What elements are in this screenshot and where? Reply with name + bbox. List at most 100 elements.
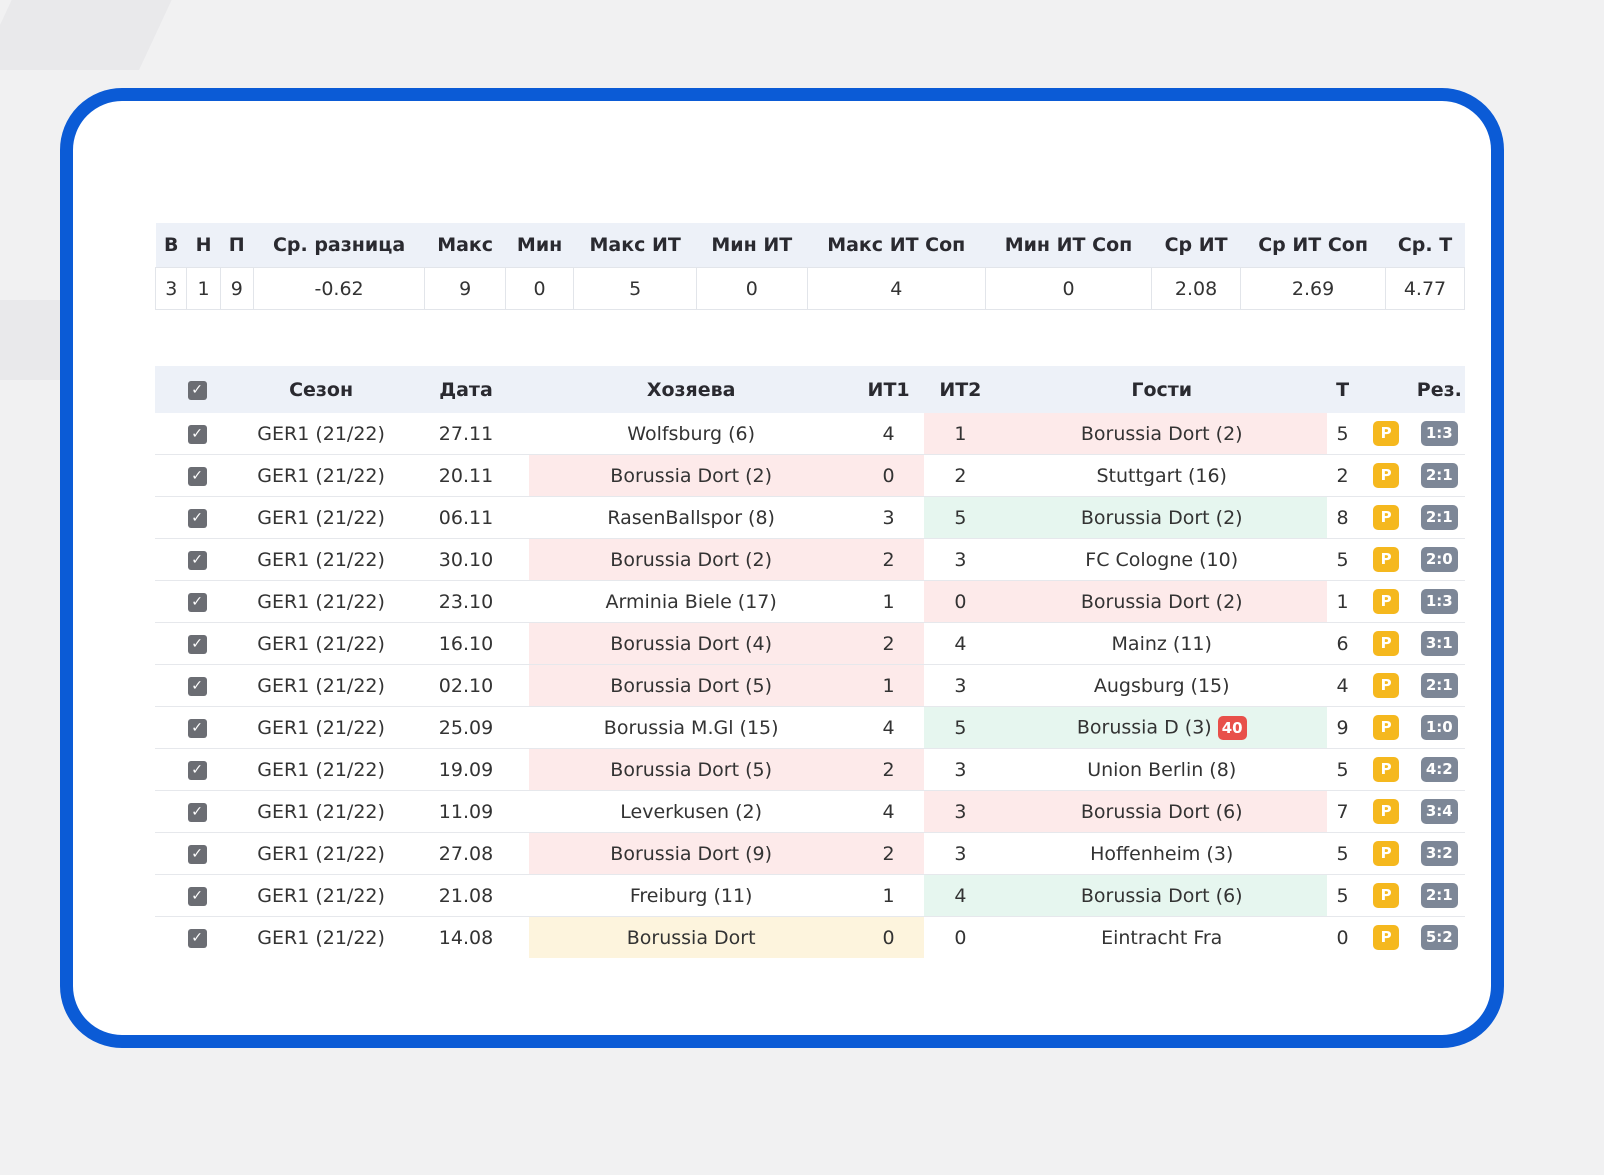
p-badge[interactable]: P [1373,715,1400,740]
total-cell: 6 [1326,622,1359,665]
row-checkbox[interactable]: ✓ [155,413,240,455]
date-cell: 23.10 [403,580,529,623]
result-badge[interactable]: 3:4 [1420,799,1458,824]
p-badge[interactable]: P [1373,589,1400,614]
row-checkbox[interactable]: ✓ [155,496,240,539]
row-checkbox[interactable]: ✓ [155,622,240,665]
row-checkbox[interactable]: ✓ [155,538,240,581]
result-cell: 3:2 [1413,832,1465,875]
home-team-cell: Borussia Dort (2) [528,538,854,581]
p-badge[interactable]: P [1373,925,1400,950]
away-team-name: FC Cologne (10) [1085,548,1239,571]
summary-header-avg-it-opp: Ср ИТ Соп [1240,223,1386,268]
p-badge-cell: P [1358,832,1414,875]
away-team-name: Borussia Dort (2) [1080,506,1243,529]
p-badge-cell: P [1358,413,1414,455]
p-badge[interactable]: P [1373,505,1400,530]
p-badge[interactable]: P [1373,673,1400,698]
away-team-cell: Mainz (11) [996,622,1327,665]
season-cell: GER1 (21/22) [239,874,403,917]
result-badge[interactable]: 5:2 [1420,925,1458,950]
row-checkbox[interactable]: ✓ [155,917,239,959]
row-checkbox[interactable]: ✓ [155,454,240,497]
result-badge[interactable]: 2:1 [1420,463,1458,488]
away-team-cell: Borussia D (3) 40 [996,706,1327,749]
away-team-cell: Union Berlin (8) [996,748,1327,791]
row-checkbox[interactable]: ✓ [155,790,240,833]
checkbox-checked-icon: ✓ [187,802,207,822]
games-body: ✓ GER1 (21/22) 27.11 Wolfsburg (6) 4 1 Borussi… [155,413,1465,958]
result-cell: 1:0 [1413,706,1465,749]
table-row: ✓ GER1 (21/22) 25.09 Borussia M.Gl (15) 4 5 Bo… [155,706,1465,749]
result-badge[interactable]: 1:3 [1420,421,1458,446]
p-badge-cell: P [1359,917,1414,959]
away-team-name: Borussia Dort (2) [1080,590,1243,613]
away-team-name: Stuttgart (16) [1096,464,1227,487]
result-badge[interactable]: 3:1 [1420,631,1458,656]
season-cell: GER1 (21/22) [239,580,403,623]
result-badge[interactable]: 1:0 [1420,715,1458,740]
result-badge[interactable]: 2:1 [1420,673,1458,698]
result-badge[interactable]: 2:1 [1420,505,1458,530]
summary-max-it-opp: 4 [806,267,986,310]
season-cell: GER1 (21/22) [239,622,403,665]
date-cell: 20.11 [403,454,529,497]
checkbox-checked-icon: ✓ [187,928,207,948]
row-checkbox[interactable]: ✓ [155,664,240,707]
table-row: ✓ GER1 (21/22) 19.09 Borussia Dort (5) 2 3 Uni… [155,748,1465,791]
result-cell: 3:4 [1413,790,1465,833]
summary-header-min-it-opp: Мин ИТ Соп [985,223,1152,268]
it2-cell: 3 [923,832,997,875]
table-row: ✓ GER1 (21/22) 16.10 Borussia Dort (4) 2 4 Mai… [155,622,1465,665]
it2-cell: 4 [923,622,997,665]
row-checkbox[interactable]: ✓ [155,874,240,917]
header-result: Рез. [1413,366,1465,413]
total-cell: 5 [1326,832,1359,875]
summary-header-min: Мин [505,223,574,268]
summary-header-max: Макс [424,223,506,268]
result-badge[interactable]: 2:0 [1420,547,1458,572]
it2-cell: 4 [923,874,997,917]
away-team-cell: FC Cologne (10) [996,538,1327,581]
result-badge[interactable]: 1:3 [1420,589,1458,614]
p-badge[interactable]: P [1373,883,1400,908]
result-badge[interactable]: 4:2 [1420,757,1458,782]
header-it2: ИТ2 [923,366,997,413]
row-checkbox[interactable]: ✓ [155,832,240,875]
it1-cell: 2 [853,748,924,791]
total-cell: 5 [1326,413,1359,455]
away-team-cell: Borussia Dort (2) [996,496,1327,539]
p-badge[interactable]: P [1373,421,1400,446]
p-badge[interactable]: P [1373,757,1400,782]
select-all-checkbox[interactable]: ✓ [155,366,240,413]
row-checkbox[interactable]: ✓ [155,580,240,623]
p-badge[interactable]: P [1373,631,1400,656]
result-badge[interactable]: 3:2 [1420,841,1458,866]
table-row: ✓ GER1 (21/22) 20.11 Borussia Dort (2) 0 2 Stu… [155,454,1465,497]
home-team-cell: Borussia Dort (9) [528,832,854,875]
result-badge[interactable]: 2:1 [1420,883,1458,908]
p-badge-cell: P [1358,454,1414,497]
home-team-cell: Borussia Dort [528,916,854,958]
result-cell: 2:1 [1413,664,1465,707]
games-header-row: ✓ Сезон Дата Хозяева ИТ1 ИТ2 Гости Т Рез… [155,366,1465,413]
home-team-cell: Borussia Dort (2) [528,454,854,497]
row-checkbox[interactable]: ✓ [155,748,240,791]
away-team-name: Borussia D (3) [1076,716,1212,738]
it1-cell: 0 [853,454,924,497]
it1-cell: 0 [853,916,924,958]
it2-cell: 3 [923,790,997,833]
p-badge[interactable]: P [1373,463,1400,488]
date-cell: 06.11 [403,496,529,539]
p-badge[interactable]: P [1373,547,1400,572]
row-checkbox[interactable]: ✓ [155,706,240,749]
away-team-name: Hoffenheim (3) [1090,842,1234,865]
season-cell: GER1 (21/22) [257,926,385,949]
p-badge[interactable]: P [1373,799,1400,824]
summary-min-it-opp: 0 [985,267,1152,310]
checkbox-checked-icon: ✓ [187,844,207,864]
it1-cell: 4 [853,706,924,749]
checkbox-checked-icon: ✓ [187,592,207,612]
away-team-cell: Borussia Dort (2) [996,580,1327,623]
p-badge[interactable]: P [1373,841,1400,866]
